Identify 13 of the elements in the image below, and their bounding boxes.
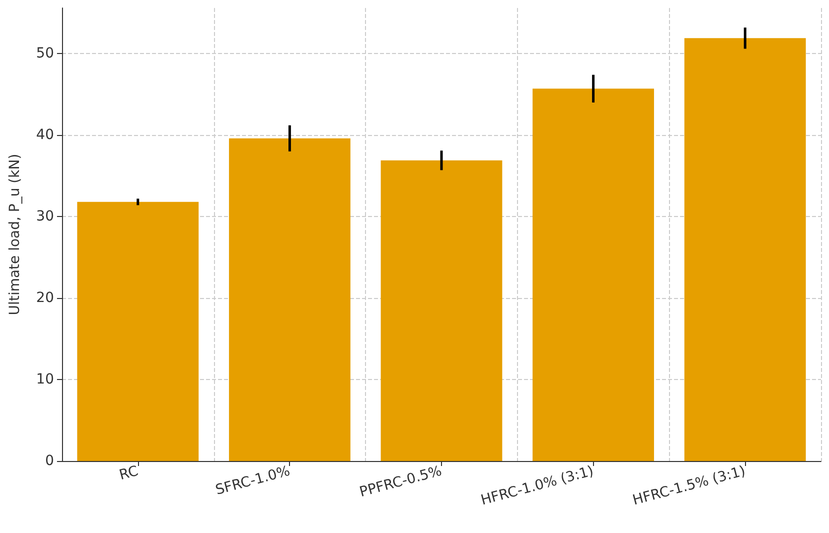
bar	[228, 138, 350, 461]
bar	[77, 202, 199, 461]
y-tick-label: 30	[36, 208, 54, 225]
y-axis-title: Ultimate load, P_u (kN)	[7, 154, 23, 316]
y-tick-label: 40	[36, 127, 54, 144]
x-tick-label: RC	[118, 463, 140, 484]
bar	[532, 88, 654, 461]
y-tick-label: 20	[36, 290, 54, 306]
y-tick-label: 10	[36, 372, 54, 388]
bar	[380, 160, 502, 461]
bar	[684, 38, 806, 461]
y-tick-label: 0	[45, 453, 54, 469]
y-tick-label: 50	[36, 46, 54, 62]
